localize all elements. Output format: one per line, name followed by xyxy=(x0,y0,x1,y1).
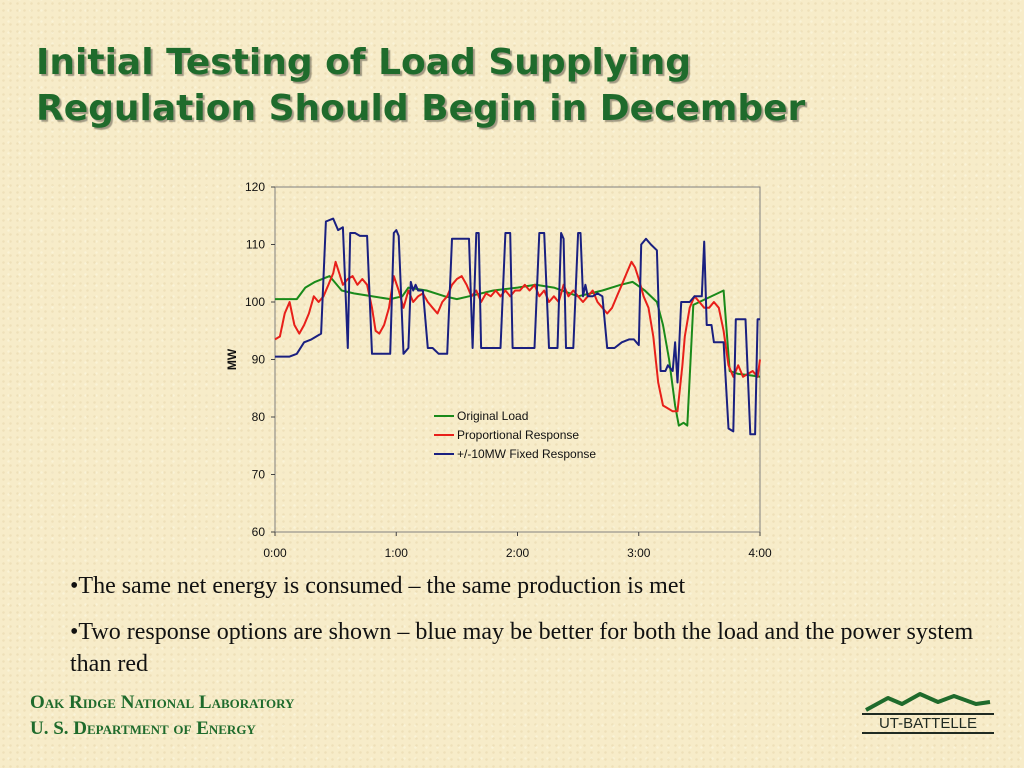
bullet-item-2: •Two response options are shown – blue m… xyxy=(70,619,974,677)
y-tick-label: 60 xyxy=(252,525,266,539)
y-tick-label: 70 xyxy=(252,468,266,482)
bullet-item-1: •The same net energy is consumed – the s… xyxy=(70,573,686,599)
y-tick-label: 120 xyxy=(245,180,265,194)
y-tick-label: 100 xyxy=(245,295,265,309)
ut-battelle-logo: UT-BATTELLE xyxy=(862,692,994,734)
organization-footer: Oak Ridge National Laboratory U. S. Depa… xyxy=(30,690,294,742)
org-name: Oak Ridge National Laboratory xyxy=(30,692,295,713)
department-name: U. S. Department of Energy xyxy=(30,718,256,739)
y-axis-label: MW xyxy=(225,348,239,370)
title-line-2: Regulation Should Begin in December xyxy=(36,88,806,129)
legend-label-1: Original Load xyxy=(457,409,528,423)
series-line-3 xyxy=(275,217,760,436)
y-tick-label: 110 xyxy=(246,238,265,252)
series-line-2 xyxy=(274,260,761,413)
series-line-1 xyxy=(275,275,761,427)
y-tick-label: 80 xyxy=(252,410,266,424)
x-tick-label: 0:00 xyxy=(263,546,287,560)
legend-label-2: Proportional Response xyxy=(457,428,579,442)
bullet-list: •The same net energy is consumed – the s… xyxy=(70,570,990,694)
title-line-1: Initial Testing of Load Supplying xyxy=(36,42,692,83)
line-chart: 60 70 80 90 100 110 120 0:00 1:00 2:00 3:00 4:00 MW O… xyxy=(225,180,772,560)
x-tick-label: 4:00 xyxy=(748,546,772,560)
x-tick-label: 3:00 xyxy=(627,546,651,560)
plot-frame xyxy=(274,186,761,533)
plot-area: 60 70 80 90 100 110 120 0:00 1:00 2:00 3:00 4:00 MW O… xyxy=(225,180,772,560)
x-tick-label: 2:00 xyxy=(506,546,530,560)
logo-text: UT-BATTELLE xyxy=(879,715,977,732)
x-tick-label: 1:00 xyxy=(385,546,409,560)
legend-label-3: +/-10MW Fixed Response xyxy=(457,447,596,461)
slide-title: Initial Testing of Load Supplying Regula… xyxy=(36,40,996,132)
y-tick-label: 90 xyxy=(252,353,266,367)
mountain-icon xyxy=(865,692,991,712)
